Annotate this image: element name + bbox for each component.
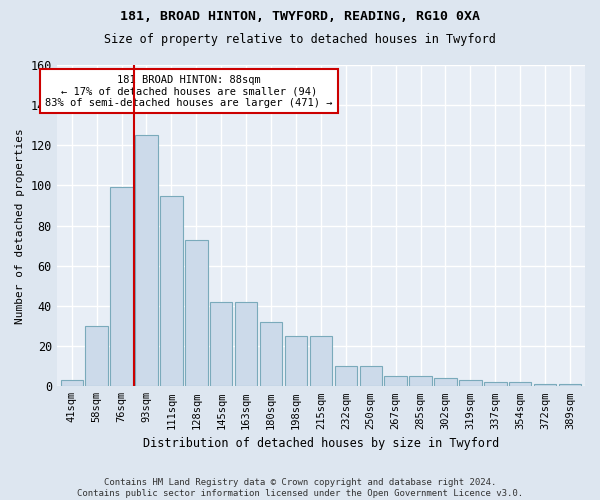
Bar — [61, 380, 83, 386]
Bar — [285, 336, 307, 386]
Bar — [534, 384, 556, 386]
Bar — [484, 382, 506, 386]
Y-axis label: Number of detached properties: Number of detached properties — [15, 128, 25, 324]
Bar — [385, 376, 407, 386]
Bar — [260, 322, 282, 386]
Bar — [310, 336, 332, 386]
Bar — [135, 136, 158, 386]
Bar — [409, 376, 432, 386]
Text: 181, BROAD HINTON, TWYFORD, READING, RG10 0XA: 181, BROAD HINTON, TWYFORD, READING, RG1… — [120, 10, 480, 23]
X-axis label: Distribution of detached houses by size in Twyford: Distribution of detached houses by size … — [143, 437, 499, 450]
Bar — [110, 188, 133, 386]
Bar — [185, 240, 208, 386]
Bar — [335, 366, 357, 386]
Bar — [509, 382, 532, 386]
Text: Size of property relative to detached houses in Twyford: Size of property relative to detached ho… — [104, 32, 496, 46]
Bar — [359, 366, 382, 386]
Bar — [559, 384, 581, 386]
Bar — [85, 326, 108, 386]
Text: 181 BROAD HINTON: 88sqm
← 17% of detached houses are smaller (94)
83% of semi-de: 181 BROAD HINTON: 88sqm ← 17% of detache… — [45, 74, 332, 108]
Bar — [210, 302, 232, 386]
Bar — [459, 380, 482, 386]
Bar — [160, 196, 182, 386]
Bar — [434, 378, 457, 386]
Bar — [235, 302, 257, 386]
Text: Contains HM Land Registry data © Crown copyright and database right 2024.
Contai: Contains HM Land Registry data © Crown c… — [77, 478, 523, 498]
